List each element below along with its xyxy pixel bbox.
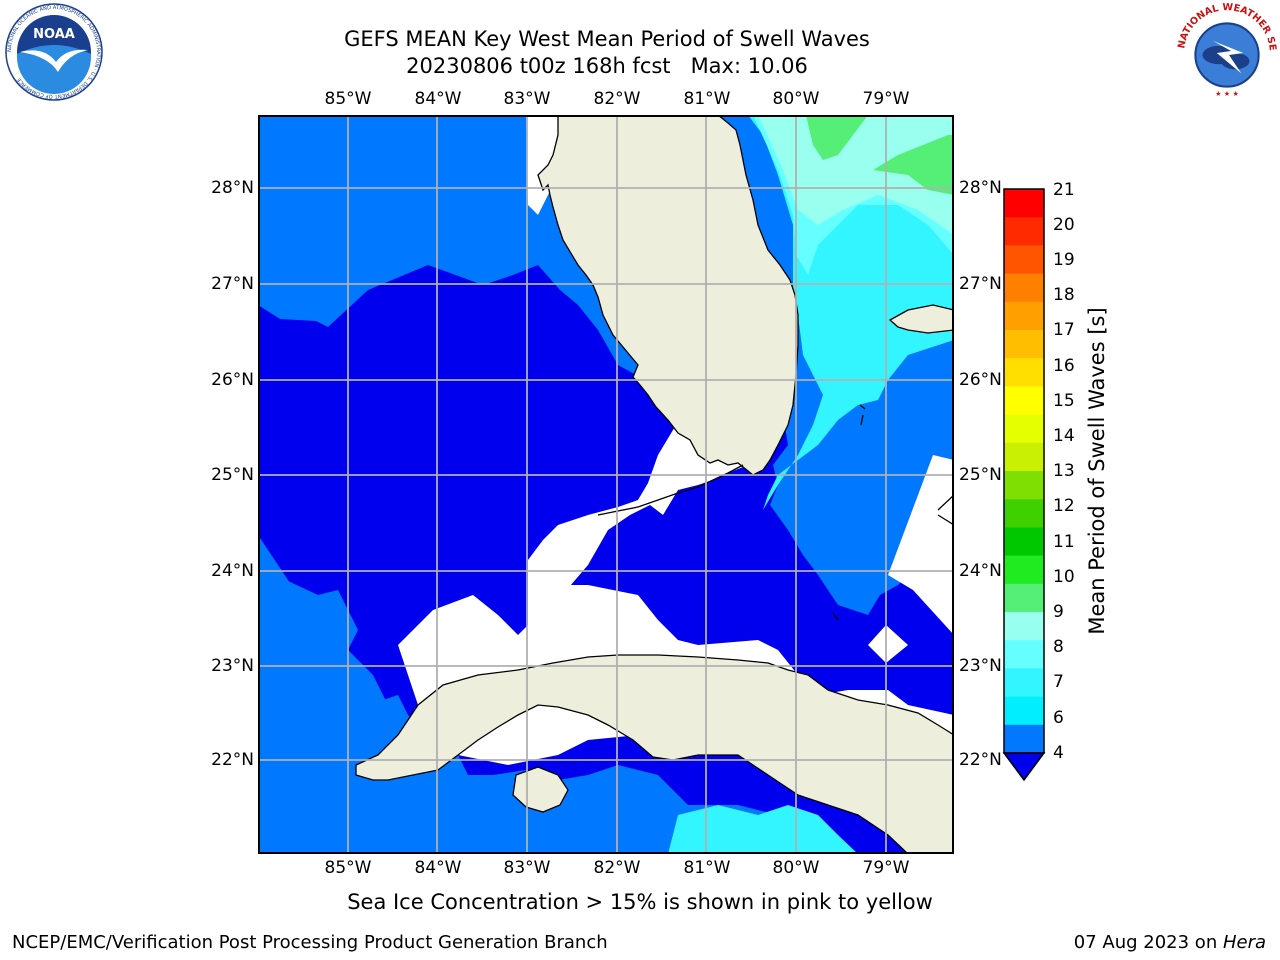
chart-subtitle: 20230806 t00z 168h fcst Max: 10.06 xyxy=(406,54,808,78)
colorbar-band xyxy=(1004,583,1044,613)
colorbar-frame xyxy=(1003,188,1045,754)
chart-title: GEFS MEAN Key West Mean Period of Swell … xyxy=(344,27,870,51)
bahamas-coast xyxy=(832,404,954,621)
colorbar-tick: 14 xyxy=(1053,426,1075,446)
lon-tick-top: 79°W xyxy=(862,89,910,109)
lat-tick-left: 22°N xyxy=(211,750,254,770)
ocean-band-8-9 xyxy=(873,135,954,195)
colorbar-tick: 12 xyxy=(1053,496,1075,516)
colorbar-tick: 16 xyxy=(1053,356,1075,376)
svg-text:★ ★ ★: ★ ★ ★ xyxy=(1215,89,1239,98)
lat-tick-right: 26°N xyxy=(959,370,1002,390)
colorbar-tick: 13 xyxy=(1053,461,1075,481)
colorbar-band xyxy=(1004,555,1044,585)
lon-tick-bottom: 79°W xyxy=(862,858,910,878)
colorbar-band xyxy=(1004,612,1044,641)
colorbar-tick: 21 xyxy=(1053,180,1075,200)
colorbar-band xyxy=(1004,273,1044,303)
noaa-logo: NATIONAL OCEANIC AND ATMOSPHERIC ADMINIS… xyxy=(5,3,103,101)
lon-tick-top: 80°W xyxy=(772,89,820,109)
footer-date-text: 07 Aug 2023 on xyxy=(1073,932,1223,953)
colorbar-tick: 10 xyxy=(1053,567,1075,587)
ocean-band-8-9 xyxy=(806,115,868,160)
florida-land xyxy=(537,115,799,476)
lon-tick-bottom: 84°W xyxy=(414,858,462,878)
lon-tick-top: 85°W xyxy=(324,89,372,109)
swell-period-map xyxy=(258,115,954,854)
lat-tick-left: 24°N xyxy=(211,561,254,581)
colorbar-band xyxy=(1004,696,1044,726)
colorbar-tick: 20 xyxy=(1053,215,1075,235)
lon-tick-bottom: 81°W xyxy=(683,858,731,878)
colorbar-tick: 8 xyxy=(1053,637,1064,657)
colorbar-band xyxy=(1004,668,1044,698)
ocean-band-4-6-south xyxy=(668,805,858,854)
lon-tick-bottom: 83°W xyxy=(503,858,551,878)
lon-tick-bottom: 85°W xyxy=(324,858,372,878)
footer-branch: NCEP/EMC/Verification Post Processing Pr… xyxy=(12,932,608,953)
colorbar-band xyxy=(1004,640,1044,669)
colorbar-band xyxy=(1004,499,1044,528)
map-gridlines xyxy=(258,115,954,854)
colorbar-tick: 17 xyxy=(1053,320,1075,340)
colorbar-band xyxy=(1004,414,1044,444)
lon-tick-top: 82°W xyxy=(593,89,641,109)
noaa-logo-text: NOAA xyxy=(33,27,75,42)
lat-tick-left: 23°N xyxy=(211,656,254,676)
colorbar-tick: 11 xyxy=(1053,532,1075,552)
colorbar-band xyxy=(1004,471,1044,500)
colorbar-tick: 7 xyxy=(1053,672,1064,692)
lat-tick-right: 25°N xyxy=(959,465,1002,485)
colorbar xyxy=(1002,188,1046,782)
colorbar-band xyxy=(1004,217,1044,246)
ocean-band-2-4-west xyxy=(258,535,588,854)
lon-tick-top: 84°W xyxy=(414,89,462,109)
lat-tick-left: 28°N xyxy=(211,178,254,198)
colorbar-tick: 6 xyxy=(1053,708,1064,728)
lat-tick-right: 28°N xyxy=(959,178,1002,198)
colorbar-tick: 19 xyxy=(1053,250,1075,270)
lat-tick-right: 27°N xyxy=(959,274,1002,294)
lon-tick-top: 81°W xyxy=(683,89,731,109)
cuba-land xyxy=(355,654,954,854)
colorbar-tick: 4 xyxy=(1053,743,1064,763)
colorbar-band xyxy=(1004,442,1044,472)
lat-tick-left: 26°N xyxy=(211,370,254,390)
colorbar-tick: 18 xyxy=(1053,285,1075,305)
lat-tick-right: 23°N xyxy=(959,656,1002,676)
lon-tick-bottom: 82°W xyxy=(593,858,641,878)
colorbar-band xyxy=(1004,527,1044,557)
map-frame xyxy=(258,115,954,854)
lat-tick-right: 22°N xyxy=(959,750,1002,770)
undefined-area xyxy=(888,455,954,635)
colorbar-band xyxy=(1004,386,1044,416)
colorbar-extend-triangle xyxy=(1002,752,1046,782)
colorbar-tick: 15 xyxy=(1053,391,1075,411)
colorbar-tick: 9 xyxy=(1053,602,1064,622)
footer-machine: Hera xyxy=(1222,932,1266,953)
sea-ice-note: Sea Ice Concentration > 15% is shown in … xyxy=(347,890,933,914)
ocean-band-7-8 xyxy=(758,115,954,235)
lat-tick-left: 27°N xyxy=(211,274,254,294)
lon-tick-top: 83°W xyxy=(503,89,551,109)
lon-tick-bottom: 80°W xyxy=(772,858,820,878)
colorbar-band xyxy=(1004,189,1044,218)
lat-tick-right: 24°N xyxy=(959,561,1002,581)
bahamas-coast xyxy=(888,304,954,334)
lat-tick-left: 25°N xyxy=(211,465,254,485)
footer-date: 07 Aug 2023 on Hera xyxy=(1074,932,1266,953)
colorbar-band xyxy=(1004,724,1044,754)
nws-logo: NATIONAL WEATHER SERVICE ★ ★ ★ xyxy=(1176,2,1278,102)
colorbar-band xyxy=(1004,245,1044,275)
colorbar-band xyxy=(1004,301,1044,331)
undefined-area xyxy=(868,625,908,663)
colorbar-band xyxy=(1004,358,1044,387)
colorbar-band xyxy=(1004,330,1044,359)
colorbar-label: Mean Period of Swell Waves [s] xyxy=(1085,307,1109,635)
